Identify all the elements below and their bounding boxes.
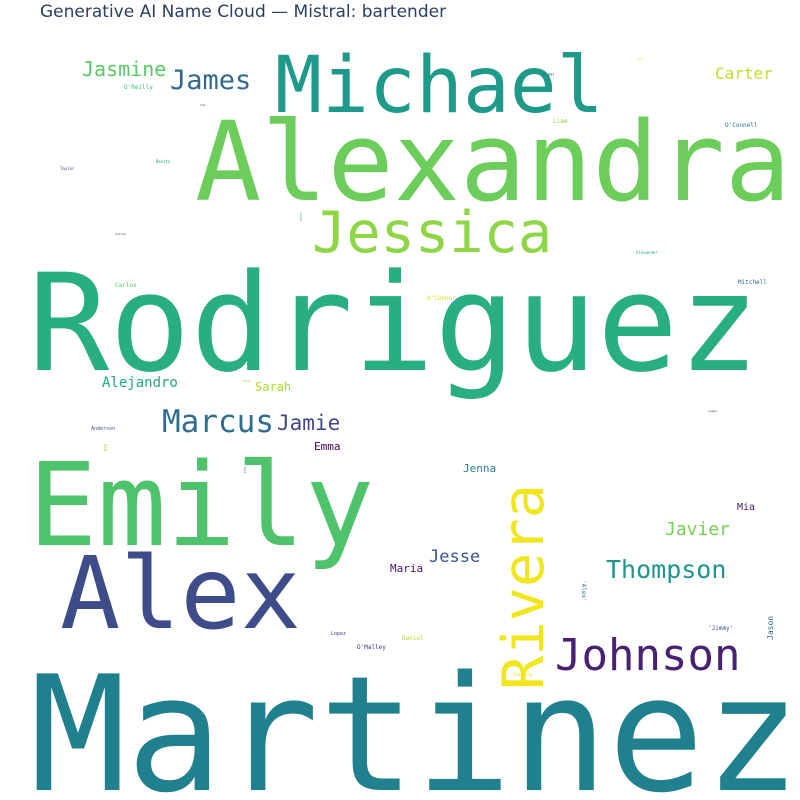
word-jake: Jake xyxy=(475,395,482,399)
word-alexandra: Alexandra xyxy=(195,98,791,226)
word-lopez: Lopez xyxy=(708,409,717,413)
word-james: James xyxy=(170,65,251,96)
word-hank: Hank xyxy=(243,379,250,383)
word-carter: Carter xyxy=(715,64,773,83)
word-o-reilly: O'Reilly xyxy=(124,84,153,91)
word-sam: Sam xyxy=(103,444,108,452)
word-tom: Tom xyxy=(200,103,206,107)
word-mia: Mia xyxy=(737,502,755,513)
word-anderson: Anderson xyxy=(91,426,115,432)
word-daniel: Daniel xyxy=(402,635,424,642)
word-maria: Maria xyxy=(390,562,423,575)
word-michael: Michael xyxy=(275,41,604,131)
word-ava: Ava xyxy=(638,57,644,61)
word-thompson: Thompson xyxy=(606,555,726,584)
word-alexander: Alexander xyxy=(636,250,658,255)
word-carlos: Carlos xyxy=(115,282,137,289)
word-mitchell: Mitchell xyxy=(738,279,767,286)
word-alex: 'Alex' xyxy=(580,580,587,602)
word-jenna: Jenna xyxy=(463,462,496,475)
word-jesse: Jesse xyxy=(429,547,480,567)
word-jasmine: Jasmine xyxy=(82,57,166,81)
word-johnson: Johnson xyxy=(555,630,740,681)
word-o-malley: O'Malley xyxy=(357,644,386,651)
word-javi: Javi xyxy=(243,466,247,473)
word-alex: Alex xyxy=(60,535,301,652)
word-martinez: Martinez xyxy=(30,641,800,800)
word-sterling: Sterling xyxy=(513,672,533,677)
word-rodriguez: Rodriguez xyxy=(28,245,760,402)
word-javier: Javier xyxy=(665,519,730,540)
word-taylor: Taylor xyxy=(60,166,75,171)
word-liam: Liam xyxy=(553,118,568,125)
word-sarah: Sarah xyxy=(255,380,291,394)
word-jessica: Jessica xyxy=(312,200,552,266)
word-rivera: Rivera xyxy=(491,484,557,690)
word-jacob: Jacob xyxy=(299,212,303,221)
word-benito: Benito xyxy=(156,159,171,164)
word-alejandro: Alejandro xyxy=(102,375,178,391)
word-chen: Chen xyxy=(542,72,554,78)
word-marcus: Marcus xyxy=(162,404,274,440)
word-andrea: Andrea xyxy=(115,232,126,236)
word-emily: Emily xyxy=(28,439,374,573)
word-emma: Emma xyxy=(314,440,341,453)
word-o-connor: O'Connor xyxy=(427,295,456,302)
word-o-connell: O'Connell xyxy=(725,122,758,129)
word-lopez: Lopez xyxy=(331,631,346,637)
word-jason: Jason xyxy=(766,616,775,640)
chart-title: Generative AI Name Cloud — Mistral: bart… xyxy=(40,2,447,22)
word-jimmy: 'Jimmy' xyxy=(708,625,733,632)
word-jamie: Jamie xyxy=(277,411,340,435)
